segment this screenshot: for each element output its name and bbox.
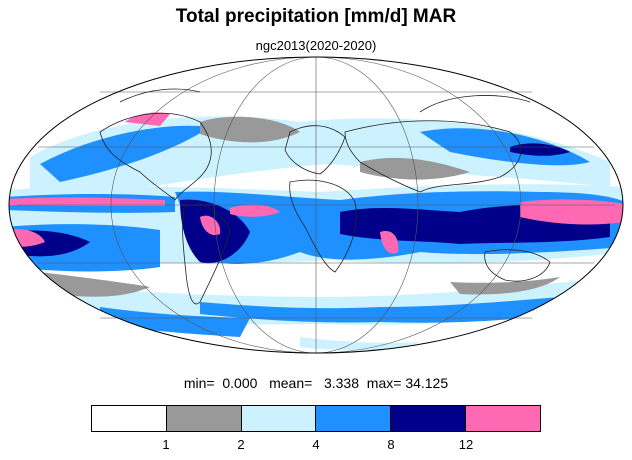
map-subtitle: ngc2013(2020-2020) bbox=[255, 38, 377, 53]
map-title: Total precipitation [mm/d] MAR bbox=[175, 6, 457, 27]
summary-statistics: min= 0.000 mean= 3.338 max= 34.125 bbox=[0, 375, 632, 391]
colorbar-tick-label: 4 bbox=[312, 437, 320, 452]
colorbar-tick-label: 2 bbox=[237, 437, 245, 452]
colorbar-box-4 bbox=[316, 406, 392, 431]
colorbar-tick-label: 12 bbox=[458, 437, 474, 452]
colorbar-box-5 bbox=[391, 406, 467, 431]
mean-label: mean= bbox=[269, 375, 313, 391]
colorbar-tick-label: 8 bbox=[387, 437, 395, 452]
colorbar-box-1 bbox=[92, 406, 167, 431]
precipitation-map bbox=[8, 56, 624, 354]
colorbar-box-2 bbox=[166, 406, 242, 431]
colorbar-tick-label: 1 bbox=[162, 437, 170, 452]
mean-value: 3.338 bbox=[323, 375, 360, 391]
colorbar bbox=[91, 405, 541, 432]
min-value: 0.000 bbox=[222, 375, 258, 391]
min-label: min= bbox=[183, 375, 215, 391]
max-label: max= bbox=[366, 375, 402, 391]
colorbar-box-3 bbox=[241, 406, 317, 431]
max-value: 34.125 bbox=[405, 375, 449, 391]
colorbar-box-6 bbox=[466, 406, 540, 431]
coastlines bbox=[99, 88, 551, 305]
colorbar-ticks: 1 2 4 8 12 bbox=[91, 437, 541, 453]
